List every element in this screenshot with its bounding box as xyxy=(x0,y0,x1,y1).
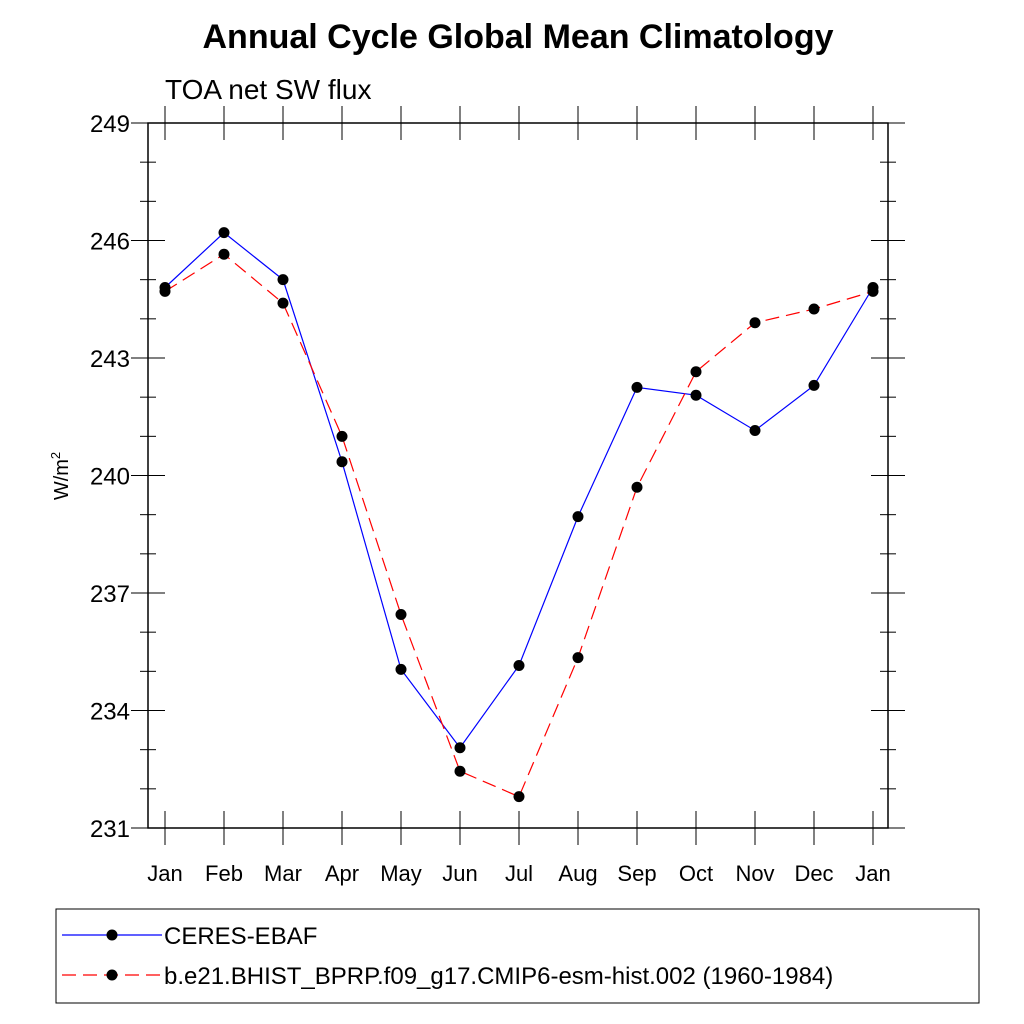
legend-box xyxy=(55,908,980,1004)
y-tick-label: 234 xyxy=(90,699,130,726)
legend: CERES-EBAF b.e21.BHIST_BPRP.f09_g17.CMIP6… xyxy=(55,908,980,1004)
legend-label-2: b.e21.BHIST_BPRP.f09_g17.CMIP6-esm-hist.… xyxy=(164,963,833,990)
y-tick-label: 237 xyxy=(90,581,130,608)
y-tick-label: 240 xyxy=(90,464,130,491)
x-tick-label: May xyxy=(380,861,422,886)
series-1-point xyxy=(572,511,584,523)
x-tick-label: Jun xyxy=(442,861,477,886)
series-2-point xyxy=(454,765,466,777)
series-1-point xyxy=(690,389,702,401)
chart-title: Annual Cycle Global Mean Climatology xyxy=(203,18,834,56)
y-axis-label-superscript: 2 xyxy=(48,452,63,459)
x-tick-label: Jan xyxy=(855,861,890,886)
legend-marker-2 xyxy=(106,969,118,981)
y-axis-label-text: W/m xyxy=(51,459,73,500)
series-2-point xyxy=(336,430,348,442)
series-2-point xyxy=(690,366,702,378)
x-tick-label: Nov xyxy=(735,861,774,886)
series-2-point xyxy=(159,285,171,297)
series-1-point xyxy=(513,659,525,671)
series-lines xyxy=(164,231,874,798)
series-1-point xyxy=(336,456,348,468)
x-tick-label: Dec xyxy=(794,861,833,886)
series-1-point xyxy=(395,663,407,675)
y-tick-label: 246 xyxy=(90,229,130,256)
series-2-point xyxy=(867,285,879,297)
series-1-point xyxy=(454,742,466,754)
series-1-point xyxy=(749,424,761,436)
series-2-point xyxy=(277,297,289,309)
x-tick-label: Feb xyxy=(205,861,243,886)
legend-marker-1 xyxy=(106,929,118,941)
x-tick-label: Mar xyxy=(264,861,302,886)
x-tick-label: Oct xyxy=(679,861,713,886)
series-points xyxy=(159,227,879,803)
y-tick-label: 249 xyxy=(90,111,130,138)
series-2-point xyxy=(395,609,407,621)
x-tick-label: Aug xyxy=(558,861,597,886)
series-1-point xyxy=(631,381,643,393)
series-2-point xyxy=(808,303,820,315)
x-tick-labels: Jan Feb Mar Apr May Jun Jul Aug Sep Oct Nov Dec Jan xyxy=(147,861,890,886)
plot-frame xyxy=(147,122,889,829)
x-tick-label: Jan xyxy=(147,861,182,886)
axis-ticks xyxy=(131,106,905,845)
series-line-2 xyxy=(164,253,874,798)
x-tick-label: Sep xyxy=(617,861,656,886)
series-1-point xyxy=(808,379,820,391)
y-tick-label: 243 xyxy=(90,346,130,373)
series-2-point xyxy=(631,481,643,493)
legend-label-1: CERES-EBAF xyxy=(164,923,317,950)
series-2-point xyxy=(218,248,230,260)
series-2-point xyxy=(572,652,584,664)
series-1-point xyxy=(218,227,230,239)
x-tick-label: Jul xyxy=(505,861,533,886)
y-axis-label: W/m2 xyxy=(48,452,73,500)
svg-text:W/m2: W/m2 xyxy=(48,452,73,500)
series-2-point xyxy=(749,317,761,329)
y-tick-labels: 231 234 237 240 243 246 249 xyxy=(90,111,130,843)
chart-subtitle: TOA net SW flux xyxy=(165,74,371,105)
series-1-point xyxy=(277,274,289,286)
x-tick-label: Apr xyxy=(325,861,359,886)
y-tick-label: 231 xyxy=(90,816,130,843)
series-2-point xyxy=(513,791,525,803)
